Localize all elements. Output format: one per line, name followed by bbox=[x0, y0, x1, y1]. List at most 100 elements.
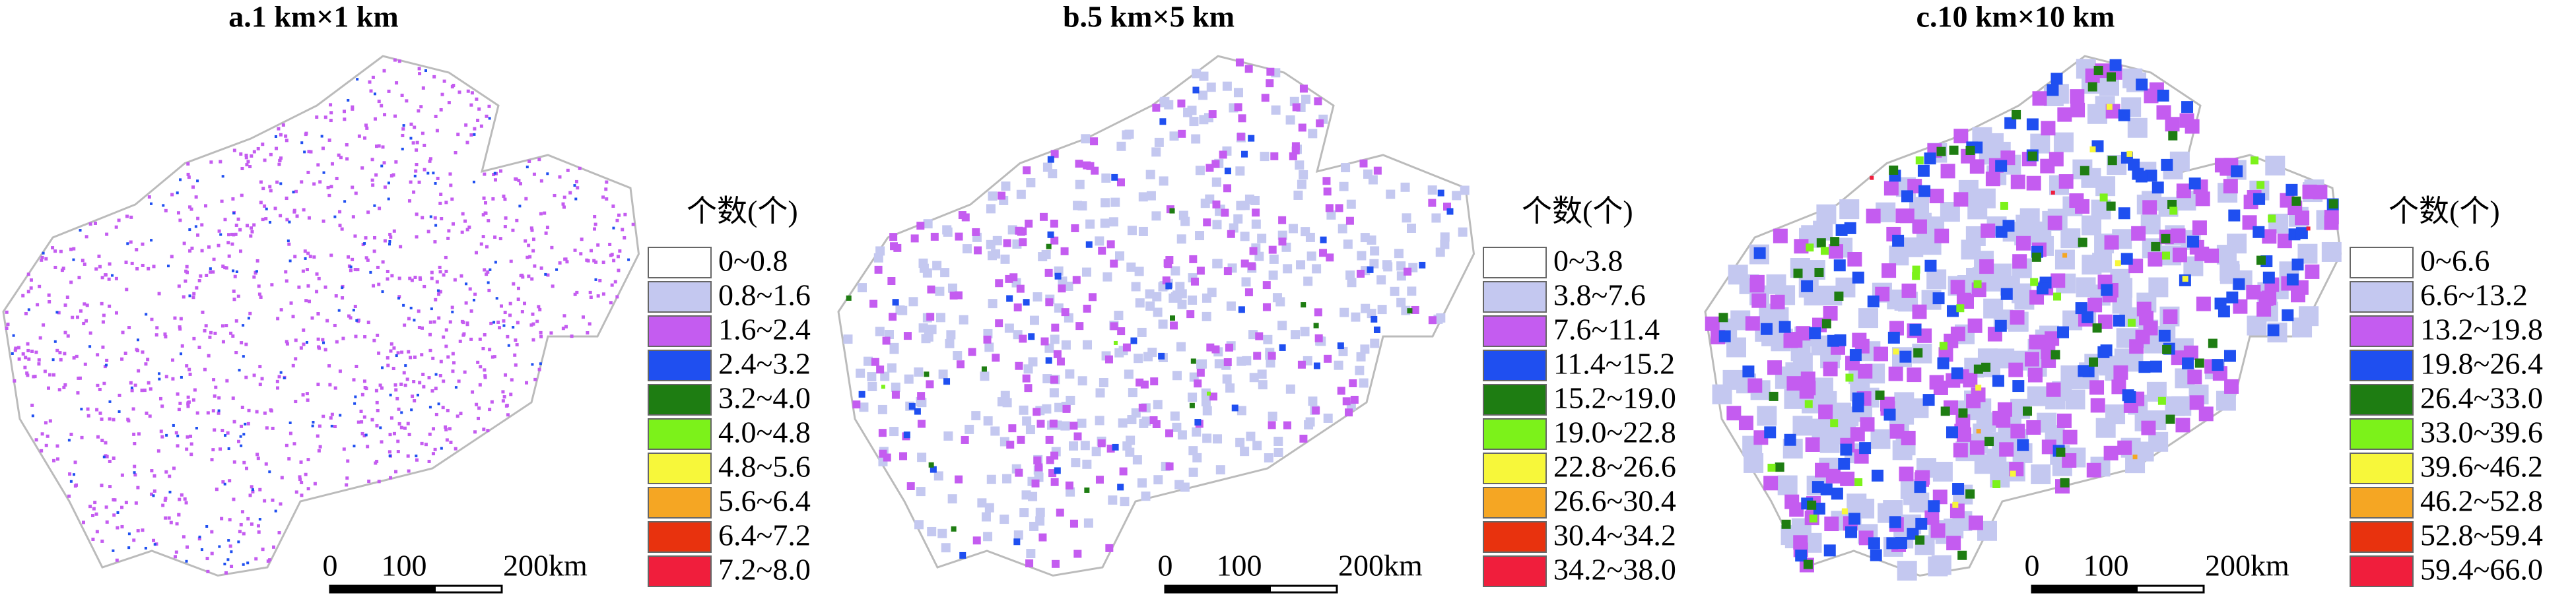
density-cell bbox=[63, 383, 67, 387]
density-cell bbox=[434, 373, 438, 376]
density-cell bbox=[88, 345, 92, 348]
density-cell bbox=[516, 286, 520, 290]
density-cell bbox=[2010, 470, 2016, 477]
density-cell bbox=[393, 383, 397, 387]
density-cell bbox=[1766, 274, 1786, 294]
density-cell bbox=[2078, 237, 2087, 247]
density-cell bbox=[971, 411, 981, 421]
density-cell bbox=[53, 265, 57, 269]
density-cell bbox=[492, 173, 496, 177]
density-cell bbox=[420, 353, 424, 357]
density-cell bbox=[988, 191, 998, 201]
density-cell bbox=[250, 230, 254, 234]
density-cell bbox=[263, 411, 267, 415]
density-cell bbox=[1870, 175, 1874, 180]
density-cell bbox=[2023, 406, 2033, 416]
density-cell bbox=[483, 368, 487, 372]
density-cell bbox=[1241, 277, 1251, 287]
density-cell bbox=[505, 404, 509, 408]
legend-label: 2.4~3.2 bbox=[718, 347, 811, 381]
density-cell bbox=[1192, 86, 1200, 94]
density-cell bbox=[1268, 245, 1277, 254]
density-cell bbox=[2306, 226, 2311, 231]
density-cell bbox=[437, 402, 440, 406]
density-cell bbox=[55, 311, 59, 314]
density-cell bbox=[389, 476, 393, 480]
density-cell bbox=[1199, 115, 1209, 125]
density-cell bbox=[1975, 385, 1982, 391]
density-cell bbox=[951, 526, 957, 532]
density-cell bbox=[305, 392, 309, 396]
density-cell bbox=[940, 268, 950, 278]
density-cell bbox=[1101, 173, 1111, 183]
density-cell bbox=[335, 340, 339, 344]
density-cell bbox=[1176, 234, 1186, 244]
density-cell bbox=[270, 283, 274, 287]
density-cell bbox=[178, 325, 182, 329]
density-cell bbox=[544, 231, 548, 235]
density-cell bbox=[291, 363, 295, 367]
density-cell bbox=[173, 316, 177, 320]
density-cell bbox=[871, 358, 879, 366]
legend-swatch bbox=[648, 315, 712, 347]
density-cell bbox=[341, 296, 345, 300]
density-cell bbox=[1918, 185, 1931, 197]
density-cell bbox=[285, 218, 289, 222]
density-cell bbox=[205, 557, 209, 561]
density-cell bbox=[407, 469, 411, 473]
density-cell bbox=[281, 123, 285, 127]
scale-bar-fill bbox=[2032, 586, 2138, 592]
density-cell bbox=[182, 535, 186, 539]
density-cell bbox=[941, 543, 951, 553]
density-cell bbox=[42, 323, 46, 327]
density-cell bbox=[1008, 424, 1017, 433]
density-cell bbox=[180, 493, 184, 497]
density-cell bbox=[141, 242, 145, 246]
density-cell bbox=[263, 158, 267, 162]
density-cell bbox=[201, 310, 205, 314]
density-cell bbox=[401, 133, 405, 137]
density-cell bbox=[231, 334, 235, 338]
density-cell bbox=[1130, 337, 1137, 344]
density-cell bbox=[509, 393, 513, 396]
density-cell bbox=[2069, 193, 2084, 208]
density-cell bbox=[341, 286, 344, 290]
density-cell bbox=[63, 331, 67, 334]
density-cell bbox=[2012, 254, 2027, 269]
density-cell bbox=[415, 148, 419, 152]
density-cell bbox=[1965, 145, 1975, 155]
density-cell bbox=[2058, 174, 2074, 189]
density-cell bbox=[1046, 243, 1052, 249]
density-cell bbox=[63, 303, 67, 307]
density-cell bbox=[242, 433, 246, 436]
density-cell bbox=[2051, 350, 2060, 360]
density-cell bbox=[1912, 265, 1920, 274]
density-cell bbox=[454, 386, 458, 389]
density-cell bbox=[1914, 481, 1926, 493]
density-cell bbox=[153, 474, 156, 478]
density-cell bbox=[2135, 329, 2150, 344]
density-cell bbox=[1958, 408, 1968, 418]
density-cell bbox=[258, 488, 262, 491]
density-cell bbox=[1194, 379, 1202, 388]
density-cell bbox=[917, 420, 926, 428]
density-cell bbox=[2062, 453, 2077, 468]
density-cell bbox=[413, 125, 417, 129]
density-cell bbox=[411, 394, 415, 398]
density-cell bbox=[2182, 357, 2194, 369]
density-cell bbox=[1145, 170, 1155, 179]
density-cell bbox=[1015, 362, 1023, 370]
density-cell bbox=[1793, 268, 1803, 278]
density-cell bbox=[2092, 323, 2102, 333]
density-cell bbox=[2047, 215, 2062, 230]
density-cell bbox=[257, 530, 261, 534]
density-cell bbox=[305, 268, 309, 272]
density-cell bbox=[421, 86, 425, 90]
density-cell bbox=[1033, 456, 1042, 464]
density-cell bbox=[1111, 173, 1118, 181]
density-cell bbox=[206, 411, 210, 415]
density-cell bbox=[1840, 443, 1852, 456]
density-cell bbox=[431, 356, 435, 360]
density-cell bbox=[1199, 71, 1209, 81]
density-cell bbox=[136, 486, 140, 489]
